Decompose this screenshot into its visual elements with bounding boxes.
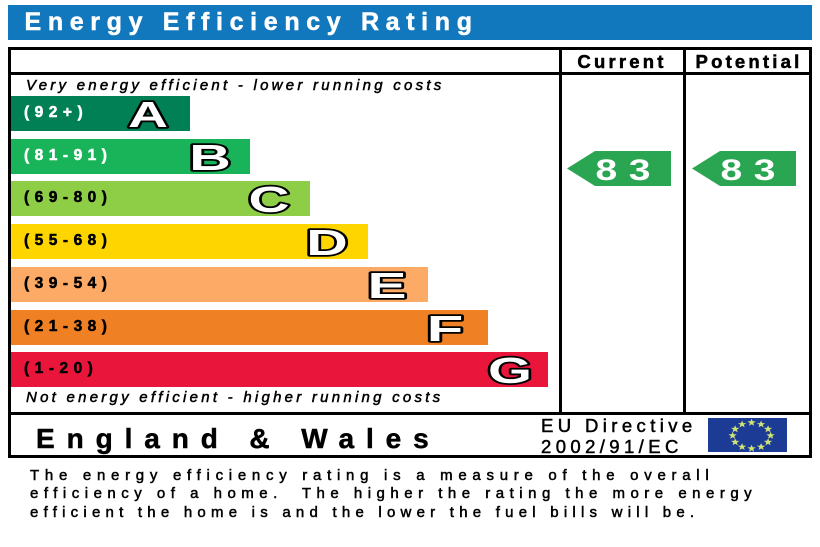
svg-text:A: A xyxy=(128,94,168,135)
svg-text:B: B xyxy=(189,137,231,178)
svg-text:A: A xyxy=(128,94,168,135)
svg-text:E: E xyxy=(368,265,407,306)
svg-text:C: C xyxy=(248,179,289,220)
svg-text:E: E xyxy=(368,265,407,306)
svg-text:F: F xyxy=(427,308,464,349)
svg-text:3: 3 xyxy=(754,154,776,186)
svg-text:D: D xyxy=(306,222,348,263)
svg-text:8: 8 xyxy=(596,154,618,186)
svg-text:G: G xyxy=(488,350,532,391)
svg-text:G: G xyxy=(488,350,532,391)
svg-text:C: C xyxy=(248,179,289,220)
svg-text:3: 3 xyxy=(629,154,651,186)
svg-text:8: 8 xyxy=(721,154,743,186)
svg-text:D: D xyxy=(306,222,348,263)
svg-text:F: F xyxy=(427,308,464,349)
svg-text:B: B xyxy=(189,137,231,178)
